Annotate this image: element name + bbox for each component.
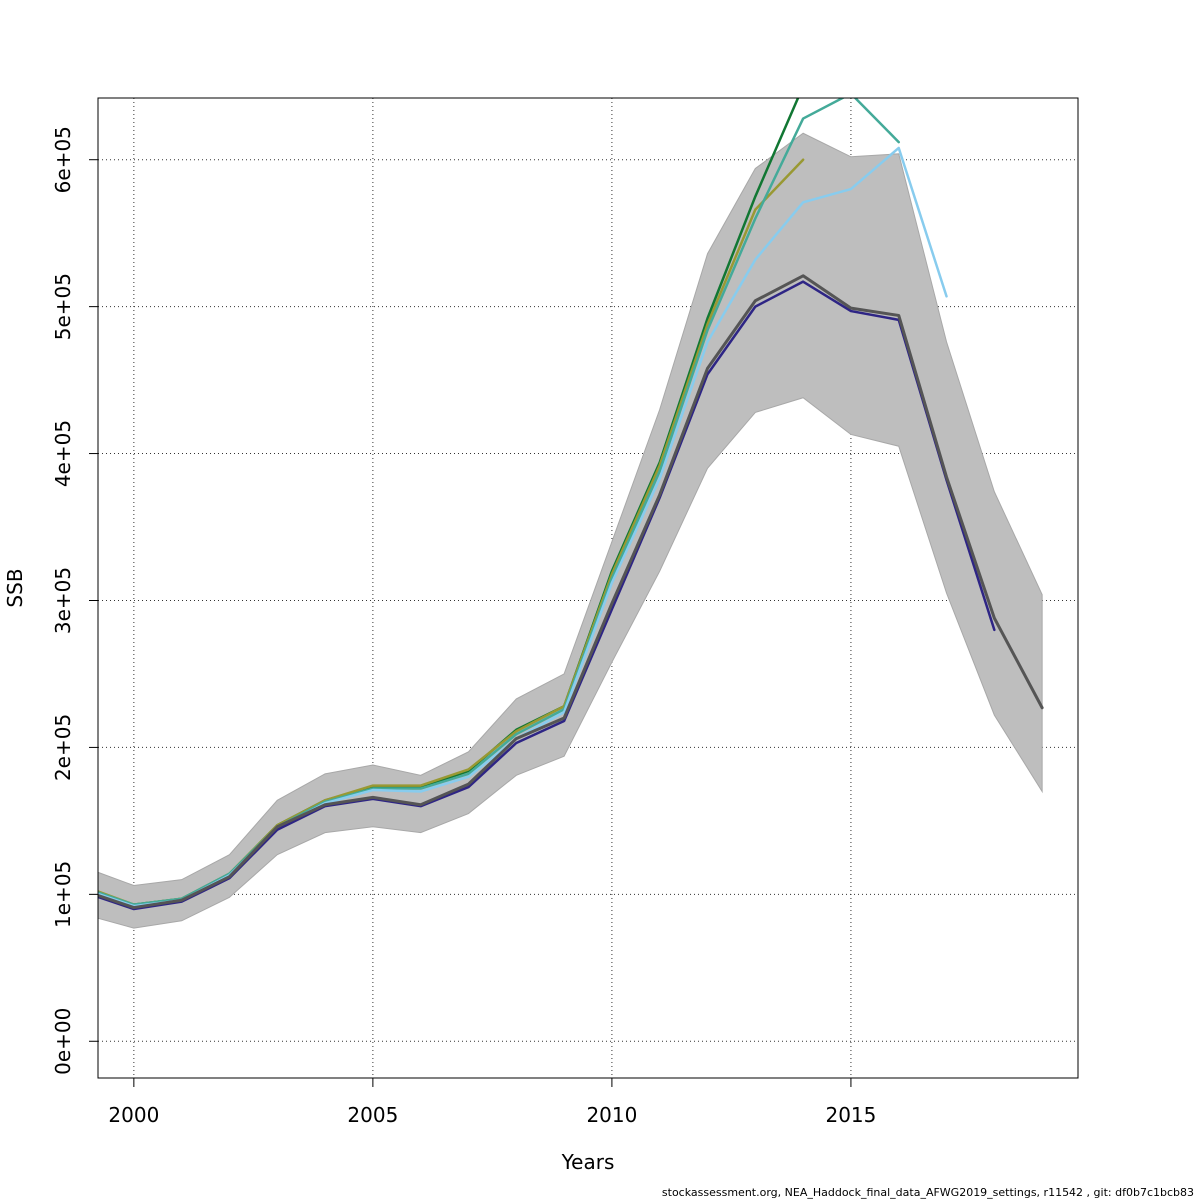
y-tick-label: 5e+05	[51, 273, 75, 340]
y-tick-label: 6e+05	[51, 126, 75, 193]
y-tick-label: 1e+05	[51, 861, 75, 928]
x-tick-label: 2000	[108, 1103, 159, 1127]
y-tick-label: 4e+05	[51, 420, 75, 487]
source-caption: stockassessment.org, NEA_Haddock_final_d…	[662, 1186, 1194, 1199]
x-tick-label: 2010	[586, 1103, 637, 1127]
series-line-1	[98, 274, 1044, 910]
series-layer	[98, 98, 1044, 911]
x-axis-title: Years	[561, 1150, 615, 1174]
y-tick-label: 2e+05	[51, 714, 75, 781]
confidence-band	[98, 132, 1043, 929]
x-tick-label: 2005	[347, 1103, 398, 1127]
plot-frame	[97, 97, 1079, 1079]
y-axis-title: SSB	[3, 568, 27, 607]
y-tick-label: 3e+05	[51, 567, 75, 634]
confidence-band-layer	[98, 132, 1043, 929]
axes: 2000 2005 2010 2015 0e+00 1e+05 2e+05 3e+05 4e+0…	[51, 126, 876, 1127]
y-tick-label: 0e+00	[51, 1008, 75, 1075]
x-tick-label: 2015	[825, 1103, 876, 1127]
series-line-5	[98, 98, 900, 906]
